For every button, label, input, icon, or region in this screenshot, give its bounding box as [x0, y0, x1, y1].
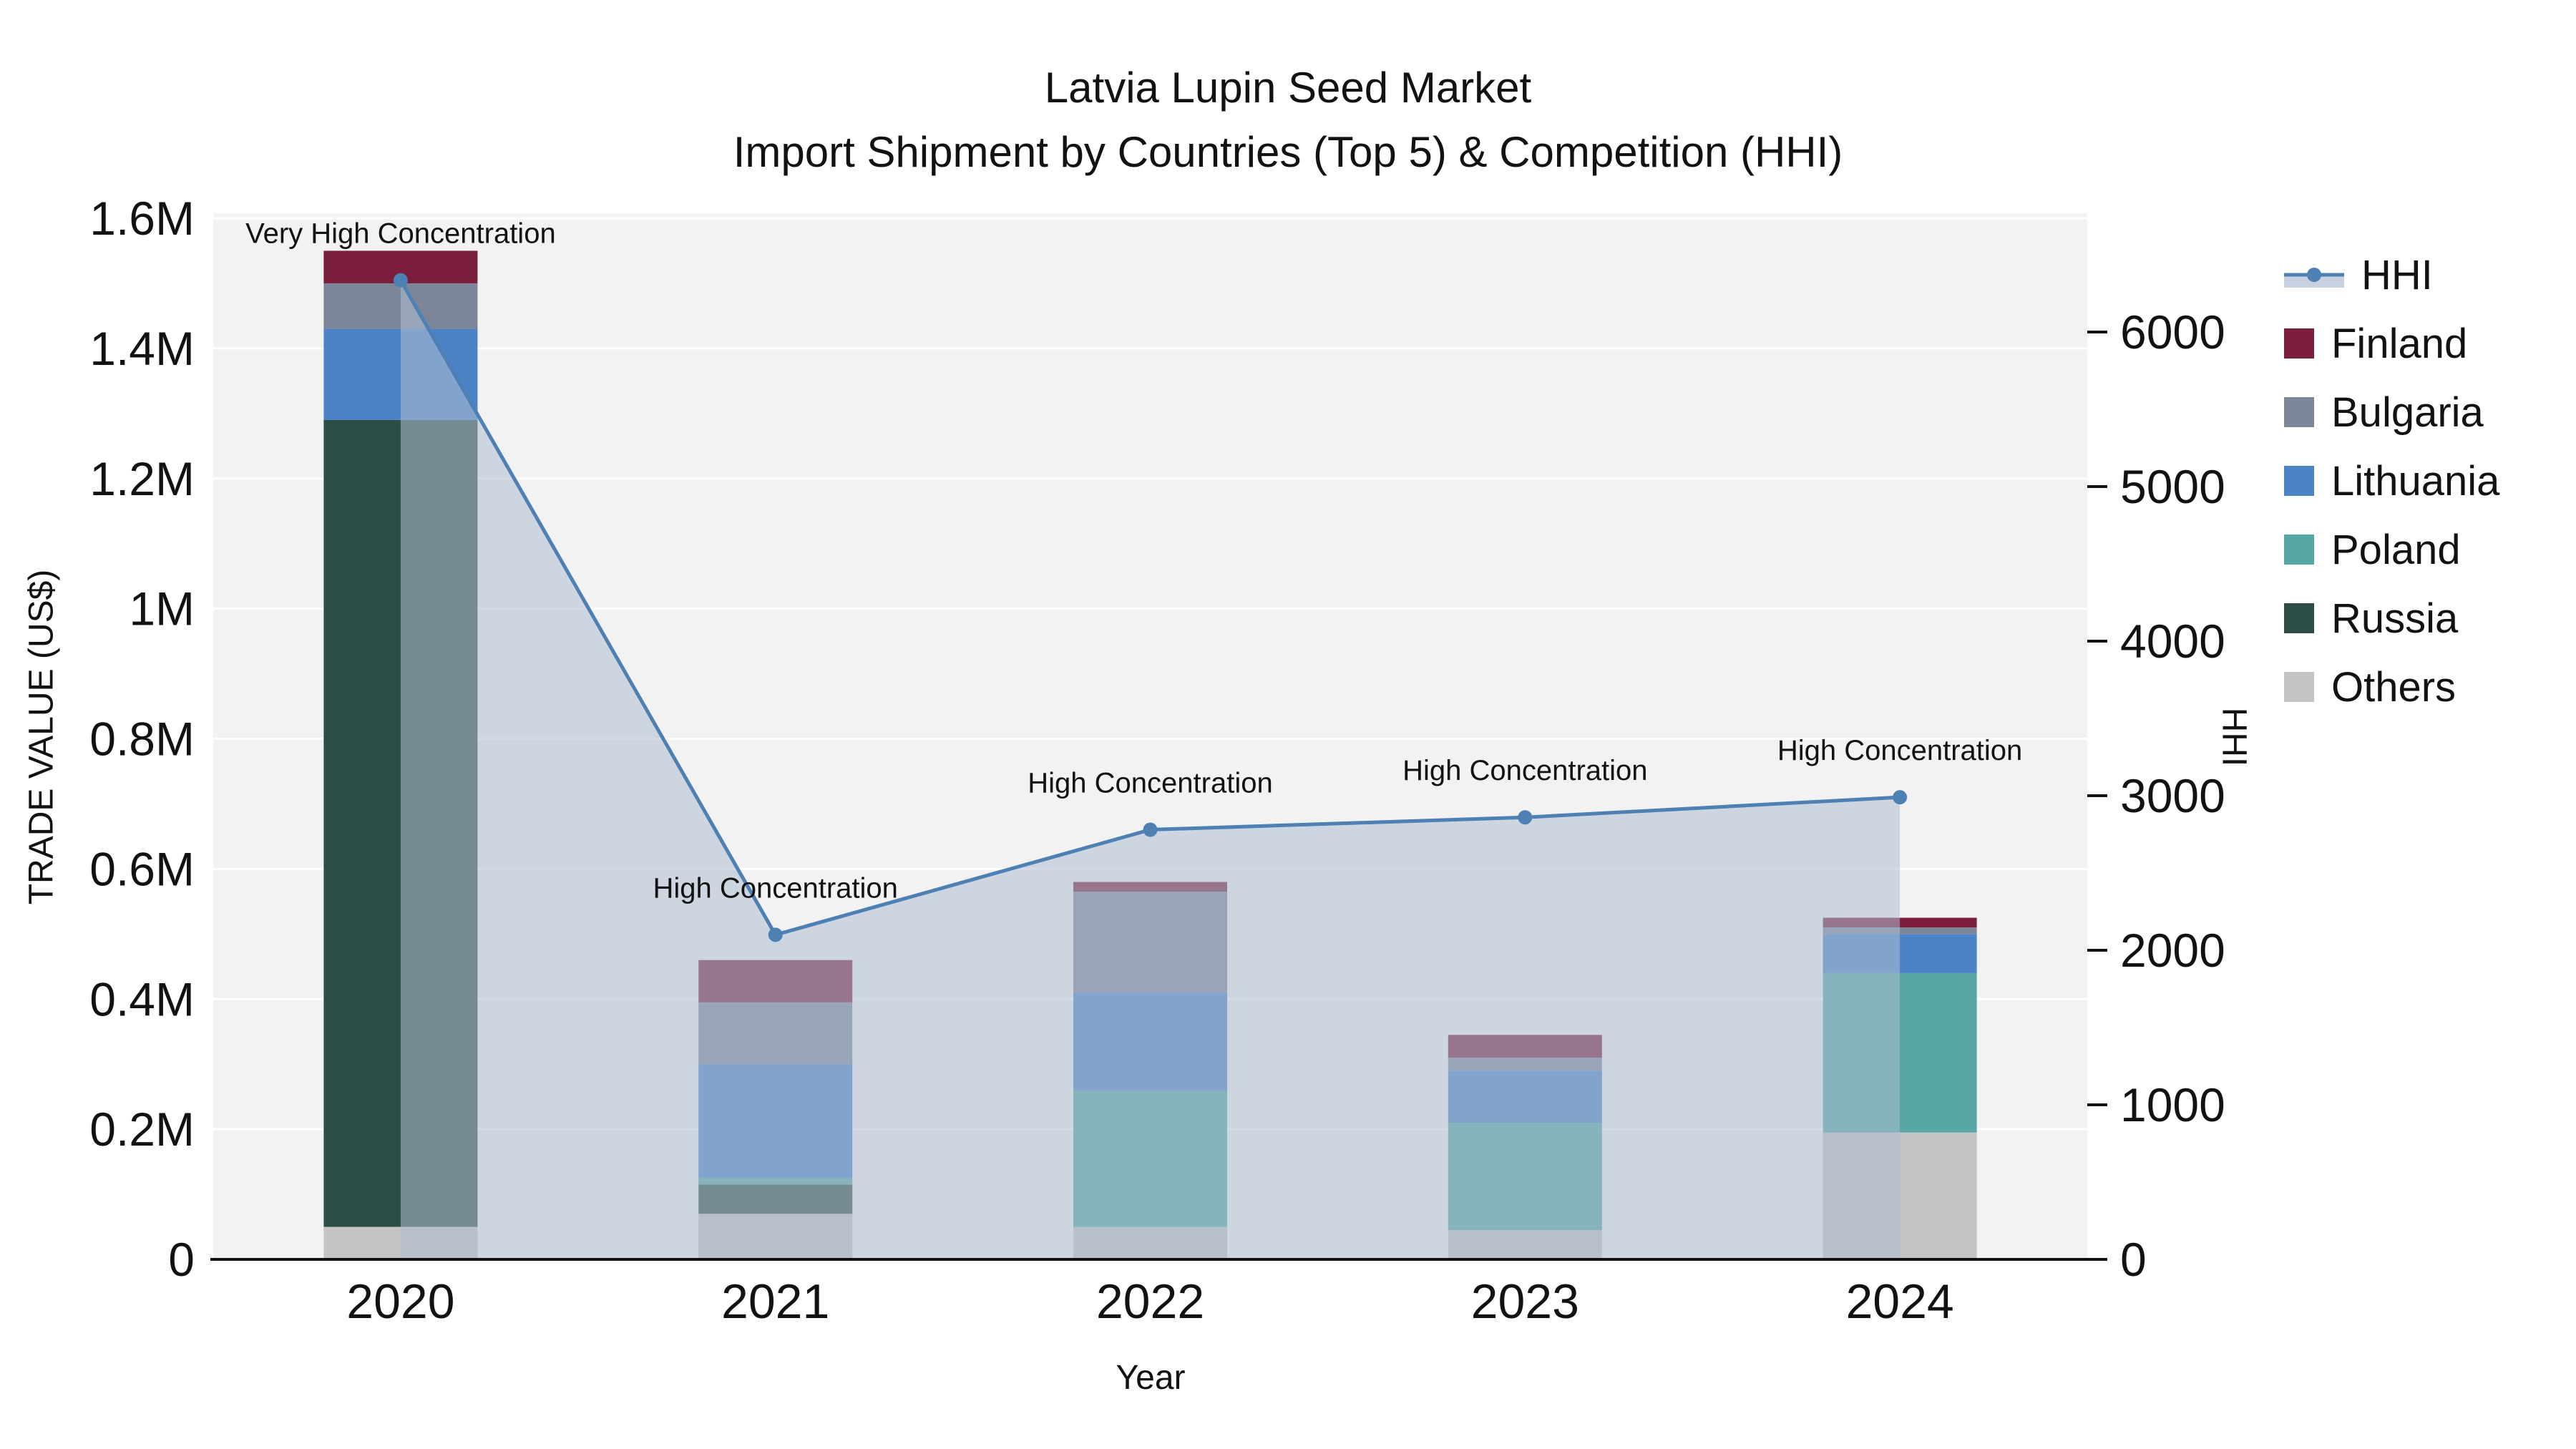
- left-tick-label: 0.6M: [89, 842, 195, 895]
- x-tick-label: 2020: [346, 1274, 454, 1329]
- hhi-area: [400, 280, 1901, 1259]
- legend: HHI Finland Bulgaria Lithuania Poland Russia O…: [2284, 240, 2499, 721]
- legend-label: Lithuania: [2331, 457, 2500, 504]
- legend-label: Bulgaria: [2331, 389, 2484, 436]
- legend-swatch: [2284, 397, 2314, 427]
- annotation: High Concentration: [653, 872, 897, 904]
- legend-item-bulgaria[interactable]: Bulgaria: [2284, 378, 2499, 447]
- legend-item-lithuania[interactable]: Lithuania: [2284, 447, 2499, 515]
- legend-swatch: [2284, 603, 2314, 633]
- legend-line-sample: [2284, 268, 2344, 288]
- legend-label: Finland: [2331, 320, 2468, 367]
- left-tick-label: 1.4M: [89, 322, 195, 375]
- legend-swatch: [2284, 328, 2314, 358]
- right-tick-label: 5000: [2120, 460, 2225, 513]
- left-tick-label: 1M: [129, 582, 195, 635]
- legend-line-marker: [2307, 268, 2321, 282]
- left-tick-label: 0.4M: [89, 972, 195, 1025]
- left-tick-label: 0: [168, 1233, 195, 1286]
- chart-title-line1: Latvia Lupin Seed Market: [1044, 64, 1532, 112]
- x-tick-label: 2024: [1845, 1274, 1953, 1329]
- x-tick-label: 2023: [1471, 1274, 1579, 1329]
- left-axis-title: TRADE VALUE (US$): [22, 569, 61, 905]
- legend-item-hhi[interactable]: HHI: [2284, 240, 2499, 309]
- right-axis-title: HHI: [2215, 707, 2253, 767]
- x-tick-label: 2022: [1096, 1274, 1204, 1329]
- legend-swatch: [2284, 466, 2314, 496]
- hhi-marker: [1893, 790, 1908, 805]
- annotation: High Concentration: [1028, 768, 1272, 799]
- chart-title: Latvia Lupin Seed Market Import Shipment…: [0, 56, 2576, 185]
- left-tick-label: 1.2M: [89, 452, 195, 505]
- right-tick-label: 6000: [2120, 306, 2225, 358]
- hhi-marker: [1143, 822, 1158, 837]
- right-tick-label: 1000: [2120, 1078, 2225, 1131]
- legend-label: Russia: [2331, 595, 2459, 642]
- chart-title-line2: Import Shipment by Countries (Top 5) & C…: [733, 128, 1843, 176]
- right-tick-label: 4000: [2120, 615, 2225, 668]
- legend-label: Poland: [2331, 526, 2461, 573]
- legend-item-others[interactable]: Others: [2284, 653, 2499, 721]
- right-tick-label: 3000: [2120, 769, 2225, 822]
- hhi-marker: [768, 927, 783, 942]
- legend-label: Others: [2331, 663, 2457, 711]
- left-tick-label: 1.6M: [89, 192, 195, 245]
- annotation: High Concentration: [1402, 755, 1647, 786]
- hhi-marker: [1518, 810, 1533, 825]
- hhi-marker: [393, 273, 408, 288]
- legend-item-poland[interactable]: Poland: [2284, 515, 2499, 584]
- legend-swatch: [2284, 672, 2314, 702]
- x-tick-label: 2021: [721, 1274, 829, 1329]
- x-axis-title: Year: [1116, 1359, 1186, 1397]
- legend-label: HHI: [2361, 251, 2433, 298]
- annotation: High Concentration: [1777, 735, 2022, 766]
- legend-item-russia[interactable]: Russia: [2284, 584, 2499, 653]
- right-tick-label: 0: [2120, 1233, 2147, 1286]
- right-tick-label: 2000: [2120, 924, 2225, 977]
- left-tick-label: 0.8M: [89, 713, 195, 766]
- legend-item-finland[interactable]: Finland: [2284, 309, 2499, 378]
- annotation: Very High Concentration: [245, 218, 556, 250]
- legend-swatch: [2284, 535, 2314, 565]
- left-tick-label: 0.2M: [89, 1103, 195, 1156]
